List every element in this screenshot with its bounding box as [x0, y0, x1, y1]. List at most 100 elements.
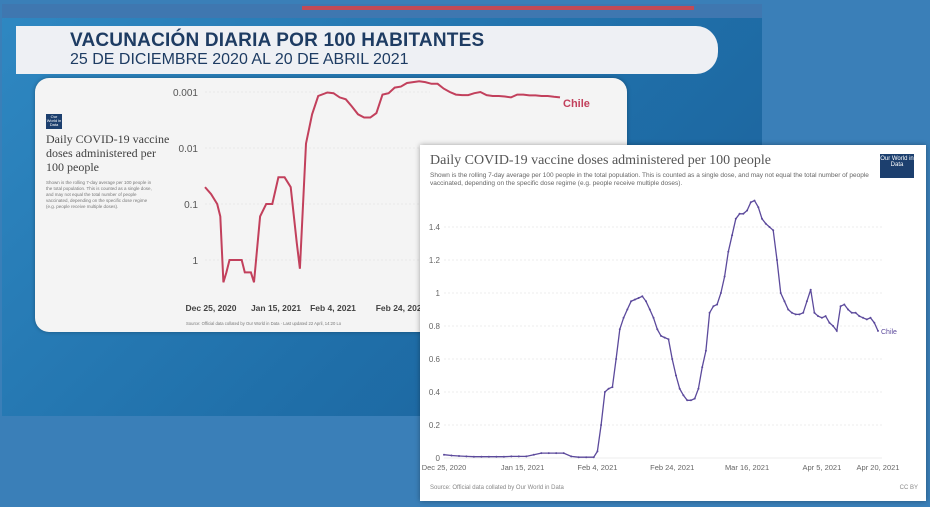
right-data-point	[738, 212, 741, 215]
right-data-point	[562, 452, 565, 455]
right-chart: 0 0.2 0.4 0.6 0.8 1 1.2 1.4 Dec 25, 2020 Jan 15, …	[422, 199, 900, 472]
right-data-point	[809, 288, 812, 291]
right-data-point	[731, 234, 734, 237]
license-label: CC BY	[899, 485, 918, 491]
right-data-point	[615, 358, 618, 360]
right-data-point	[443, 453, 445, 456]
right-data-point	[633, 298, 636, 301]
right-data-point	[723, 275, 726, 278]
right-chart-title: Daily COVID-19 vaccine doses administere…	[430, 153, 771, 168]
right-data-point	[749, 201, 752, 204]
right-data-point	[458, 455, 460, 457]
right-y-tick-label: 0.4	[429, 388, 441, 397]
right-data-point	[517, 455, 520, 458]
right-data-point	[540, 452, 543, 455]
right-x-tick-label: Apr 5, 2021	[802, 463, 841, 472]
right-data-point	[603, 391, 606, 393]
right-data-point	[776, 259, 778, 261]
right-y-tick-label: 0.6	[429, 355, 441, 364]
right-data-point	[592, 456, 595, 459]
right-data-point	[495, 455, 498, 458]
right-data-point	[742, 212, 745, 215]
right-data-point	[667, 338, 670, 341]
right-data-point	[843, 303, 846, 306]
right-data-point	[480, 455, 483, 458]
right-data-point	[626, 308, 629, 311]
right-data-point	[555, 452, 558, 455]
right-data-point	[787, 308, 790, 311]
right-data-point	[596, 450, 599, 453]
slide-title: VACUNACIÓN DIARIA POR 100 HABITANTES	[70, 30, 485, 51]
right-data-point	[862, 316, 864, 319]
left-y-tick-label: 0.1	[184, 200, 198, 211]
right-x-tick-label: Mar 16, 2021	[725, 463, 769, 472]
right-data-point	[611, 386, 614, 389]
right-chart-card: Daily COVID-19 vaccine doses administere…	[420, 145, 926, 501]
right-y-tick-label: 1	[436, 289, 441, 298]
right-data-point	[450, 454, 453, 457]
right-data-point	[502, 455, 505, 458]
right-data-point	[525, 455, 528, 458]
right-data-point	[858, 315, 861, 318]
left-series-line	[204, 80, 561, 283]
right-data-point	[607, 387, 610, 390]
right-y-tick-label: 1.2	[429, 256, 441, 265]
right-data-point	[630, 300, 633, 303]
left-x-tick-label: Jan 15, 2021	[251, 303, 301, 313]
right-data-point	[813, 311, 816, 314]
right-data-point	[577, 456, 580, 459]
right-data-point	[704, 349, 707, 352]
right-data-point	[877, 329, 879, 332]
right-data-point	[869, 316, 872, 319]
right-data-point	[648, 308, 651, 311]
right-data-point	[828, 321, 831, 324]
right-data-point	[585, 456, 588, 459]
right-data-point	[570, 455, 573, 458]
right-data-point	[675, 374, 677, 377]
right-data-point	[790, 311, 793, 314]
right-data-point	[689, 399, 692, 402]
right-data-point	[708, 311, 711, 314]
right-data-point	[622, 316, 625, 319]
right-data-point	[746, 209, 749, 212]
slide-title-box: VACUNACIÓN DIARIA POR 100 HABITANTES 25 …	[16, 26, 718, 74]
right-y-tick-label: 1.4	[429, 223, 441, 232]
right-data-point	[686, 399, 689, 402]
right-data-point	[532, 453, 535, 456]
right-x-tick-label: Feb 24, 2021	[650, 463, 694, 472]
owid-logo: Our World in Data	[46, 114, 62, 129]
right-data-point	[719, 292, 722, 294]
right-data-point	[865, 318, 868, 321]
right-data-point	[678, 387, 681, 390]
right-data-point	[764, 222, 767, 225]
left-chart-description: Shown is the rolling 7-day average per 1…	[46, 180, 152, 209]
right-x-tick-label: Apr 20, 2021	[857, 463, 900, 472]
right-y-tick-label: 0	[436, 454, 441, 463]
left-x-tick-label: Feb 4, 2021	[310, 303, 356, 313]
right-data-point	[465, 455, 468, 458]
right-data-point	[637, 297, 640, 299]
right-data-point	[663, 336, 666, 339]
right-data-point	[682, 394, 685, 397]
right-data-point	[824, 315, 827, 318]
left-x-tick-label: Feb 24, 2021	[376, 303, 427, 313]
right-data-point	[734, 217, 737, 220]
right-data-point	[753, 199, 756, 202]
right-x-tick-label: Dec 25, 2020	[422, 463, 467, 472]
right-data-point	[779, 292, 782, 294]
right-data-point	[547, 452, 550, 455]
right-y-tick-label: 0.2	[429, 421, 441, 430]
left-chart-title: Daily COVID-19 vaccine doses administere…	[46, 132, 170, 174]
right-data-point	[820, 316, 823, 319]
slide-subtitle: 25 DE DICIEMBRE 2020 AL 20 DE ABRIL 2021	[70, 51, 409, 68]
right-chart-description: Shown is the rolling 7-day average per 1…	[430, 172, 869, 187]
right-data-point	[817, 315, 820, 318]
right-data-point	[783, 300, 786, 303]
left-x-tick-label: Dec 25, 2020	[185, 303, 236, 313]
right-data-point	[701, 366, 704, 369]
right-data-point	[660, 334, 662, 337]
right-data-point	[854, 311, 857, 314]
left-y-tick-label: 0.001	[173, 88, 198, 99]
right-data-point	[641, 295, 644, 298]
